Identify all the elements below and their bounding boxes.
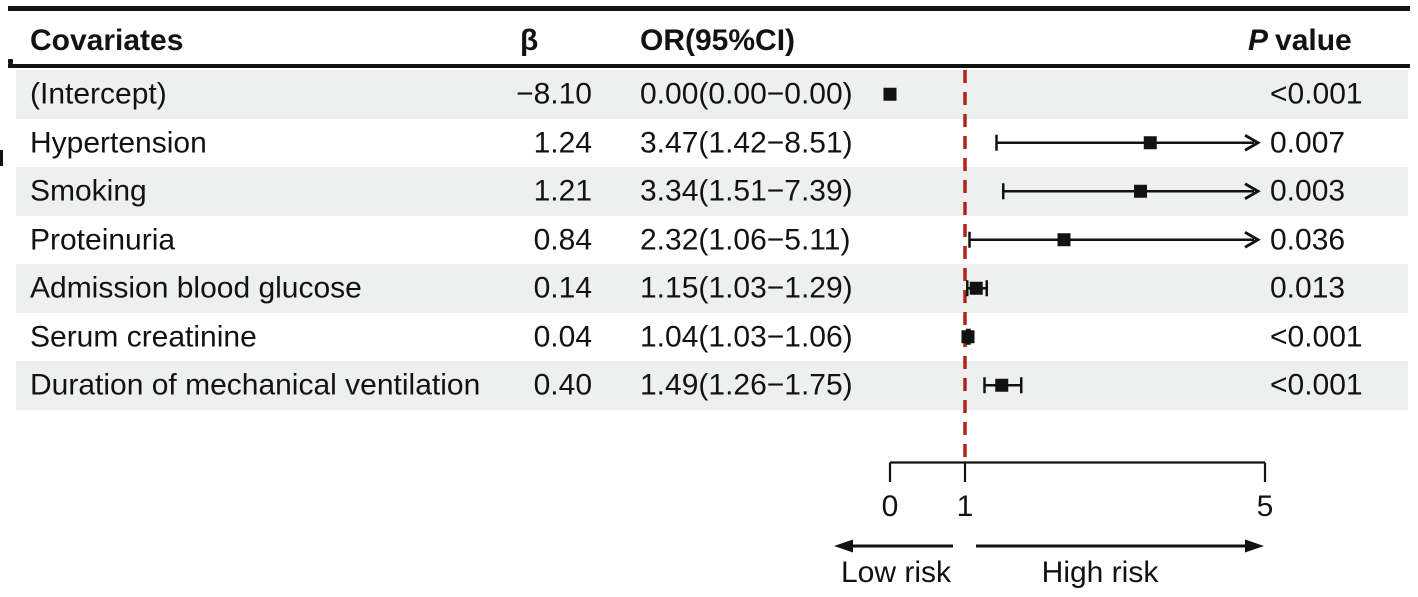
p-value: 0.007 — [1270, 126, 1346, 160]
or-ci-value: 1.04(1.03−1.06) — [640, 320, 853, 354]
low-risk-arrowhead — [834, 539, 853, 553]
axis-tick-label: 5 — [1257, 490, 1274, 523]
table-row: Serum creatinine 0.04 1.04(1.03−1.06) <0.00… — [16, 313, 1408, 362]
p-value: <0.001 — [1270, 320, 1363, 354]
beta-value: 0.84 — [533, 223, 592, 257]
table-row: Smoking 1.21 3.34(1.51−7.39) 0.003 — [16, 167, 1408, 216]
column-header-or-ci: OR(95%CI) — [640, 24, 796, 57]
table-row: Proteinuria 0.84 2.32(1.06−5.11) 0.036 — [16, 216, 1408, 265]
beta-value: 1.24 — [533, 126, 592, 160]
or-ci-value: 0.00(0.00−0.00) — [640, 77, 853, 111]
high-risk-arrowhead — [1245, 539, 1264, 553]
or-ci-value: 1.49(1.26−1.75) — [640, 368, 853, 402]
covariate-label: (Intercept) — [30, 77, 167, 111]
table-row: Hypertension 1.24 3.47(1.42−8.51) 0.007 — [16, 119, 1408, 168]
covariate-label: Smoking — [30, 174, 147, 208]
p-value: <0.001 — [1270, 368, 1363, 402]
or-ci-value: 3.47(1.42−8.51) — [640, 126, 853, 160]
covariate-label: Admission blood glucose — [30, 271, 362, 305]
low-risk-label: Low risk — [840, 556, 952, 589]
covariate-label: Duration of mechanical ventilation — [30, 368, 481, 402]
p-value-header-rest: value — [1275, 24, 1352, 57]
covariate-label: Serum creatinine — [30, 320, 257, 354]
beta-value: −8.10 — [516, 77, 592, 111]
p-value: 0.003 — [1270, 174, 1346, 208]
high-risk-label: High risk — [1041, 556, 1159, 589]
beta-value: 0.04 — [533, 320, 592, 354]
p-value: <0.001 — [1270, 77, 1363, 111]
table-row: Admission blood glucose 0.14 1.15(1.03−1.2… — [16, 264, 1408, 313]
axis-tick-label: 0 — [882, 490, 899, 523]
beta-value: 0.40 — [533, 368, 592, 402]
or-ci-value: 1.15(1.03−1.29) — [640, 271, 853, 305]
p-value: 0.036 — [1270, 223, 1346, 257]
covariate-label: Hypertension — [30, 126, 207, 160]
table-row: Duration of mechanical ventilation 0.40 1.… — [16, 361, 1408, 410]
covariate-label: Proteinuria — [30, 223, 176, 257]
axis-tick-label: 1 — [957, 490, 974, 523]
column-header-covariates: Covariates — [30, 24, 184, 57]
beta-value: 1.21 — [533, 174, 592, 208]
p-value-header-italic-p: P — [1248, 24, 1269, 57]
top-rule — [8, 6, 1410, 11]
header-rule — [8, 63, 1410, 68]
or-ci-value: 2.32(1.06−5.11) — [640, 223, 851, 257]
column-header-beta: β — [520, 24, 539, 57]
beta-value: 0.14 — [533, 271, 592, 305]
or-ci-value: 3.34(1.51−7.39) — [640, 174, 853, 208]
p-value: 0.013 — [1270, 271, 1346, 305]
print-artifact-dot — [8, 59, 13, 64]
print-artifact-edge — [0, 150, 3, 166]
table-row: (Intercept) −8.10 0.00(0.00−0.00) <0.001 — [16, 70, 1408, 119]
